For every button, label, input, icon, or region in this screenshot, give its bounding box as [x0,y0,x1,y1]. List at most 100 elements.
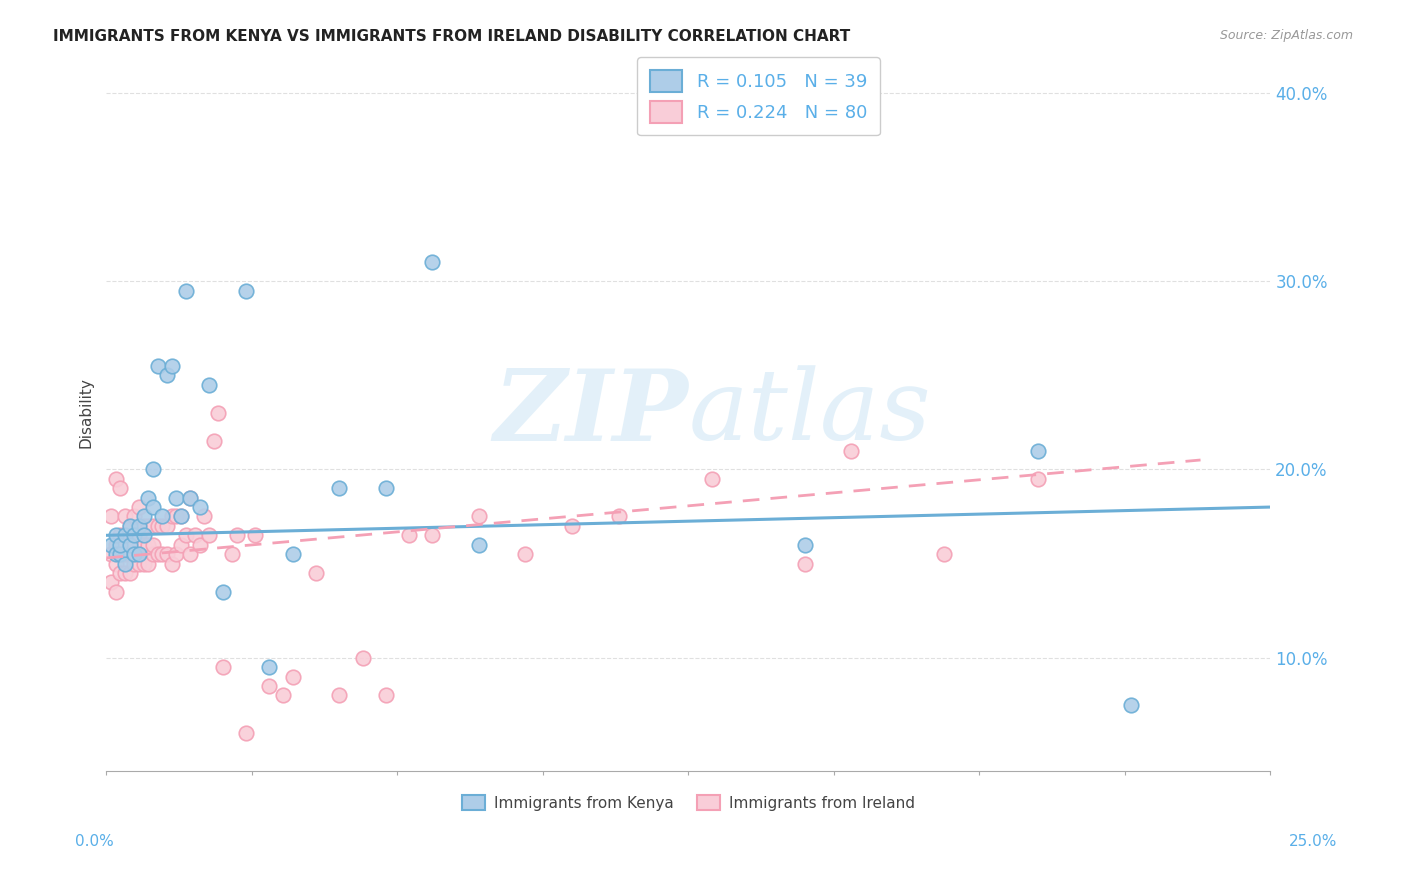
Point [934,547,956,561]
Point [198,377,221,392]
Point [150,519,173,533]
Point [160,509,183,524]
Point [132,528,155,542]
Point [100,547,122,561]
Text: 25.0%: 25.0% [1289,834,1337,848]
Point [174,528,197,542]
Point [100,575,122,590]
Point [128,519,150,533]
Point [160,359,183,373]
Point [841,443,863,458]
Point [110,566,132,580]
Point [128,500,150,514]
Point [138,491,160,505]
Point [146,547,169,561]
Point [305,566,328,580]
Point [515,547,537,561]
Point [328,689,350,703]
Point [142,547,165,561]
Point [607,509,630,524]
Point [174,284,197,298]
Point [118,566,141,580]
Legend: Immigrants from Kenya, Immigrants from Ireland: Immigrants from Kenya, Immigrants from I… [456,789,921,817]
Point [132,509,155,524]
Point [225,528,247,542]
Point [142,500,165,514]
Point [150,509,173,524]
Point [104,557,127,571]
Point [114,509,136,524]
Point [212,584,235,599]
Text: 0.0%: 0.0% [75,834,114,848]
Point [422,528,444,542]
Point [793,538,815,552]
Point [352,650,374,665]
Point [188,538,211,552]
Point [142,538,165,552]
Point [259,660,281,674]
Point [165,547,187,561]
Point [110,538,132,552]
Point [124,509,146,524]
Point [700,472,723,486]
Point [104,538,127,552]
Point [104,547,127,561]
Point [118,519,141,533]
Point [468,538,491,552]
Point [165,509,187,524]
Point [150,547,173,561]
Point [212,660,235,674]
Point [245,528,267,542]
Point [124,547,146,561]
Point [142,519,165,533]
Point [422,255,444,269]
Text: Source: ZipAtlas.com: Source: ZipAtlas.com [1219,29,1353,42]
Point [100,538,122,552]
Point [156,368,179,383]
Point [124,557,146,571]
Point [110,528,132,542]
Point [142,462,165,476]
Point [114,547,136,561]
Point [398,528,420,542]
Point [124,528,146,542]
Point [235,284,257,298]
Point [235,726,257,740]
Text: atlas: atlas [689,365,931,460]
Point [146,359,169,373]
Point [118,538,141,552]
Point [793,557,815,571]
Point [118,538,141,552]
Point [132,519,155,533]
Point [193,509,215,524]
Point [156,519,179,533]
Point [124,538,146,552]
Point [281,547,304,561]
Point [170,538,193,552]
Point [128,557,150,571]
Point [328,481,350,495]
Point [207,406,229,420]
Point [281,669,304,683]
Point [114,566,136,580]
Point [1119,698,1142,712]
Point [259,679,281,693]
Point [184,528,207,542]
Point [170,509,193,524]
Point [374,481,396,495]
Text: IMMIGRANTS FROM KENYA VS IMMIGRANTS FROM IRELAND DISABILITY CORRELATION CHART: IMMIGRANTS FROM KENYA VS IMMIGRANTS FROM… [53,29,851,44]
Point [179,491,201,505]
Point [128,528,150,542]
Point [124,547,146,561]
Point [146,519,169,533]
Point [104,584,127,599]
Point [110,547,132,561]
Point [118,519,141,533]
Point [138,538,160,552]
Point [198,528,221,542]
Point [104,472,127,486]
Point [128,547,150,561]
Point [100,509,122,524]
Point [132,538,155,552]
Y-axis label: Disability: Disability [79,377,93,449]
